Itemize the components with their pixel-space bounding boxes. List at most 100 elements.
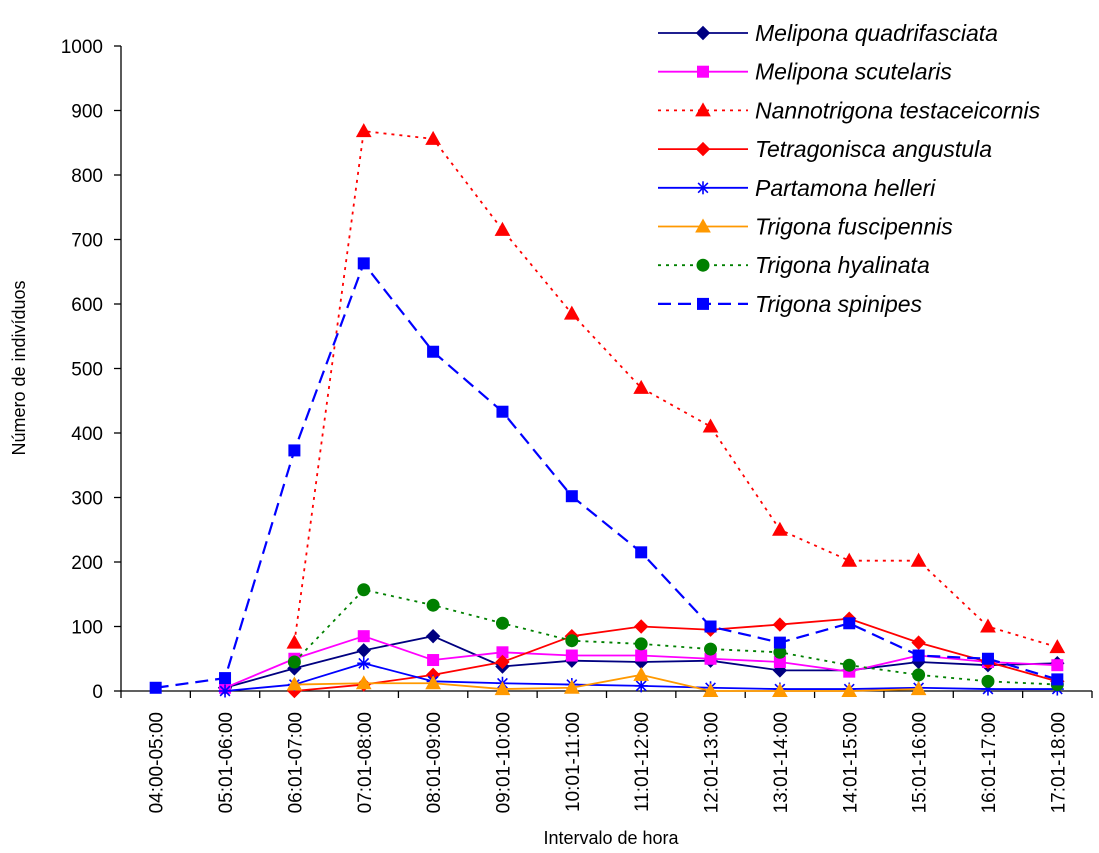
legend-item-trigona-spinipes: Trigona spinipes: [658, 291, 923, 317]
data-point: [635, 649, 648, 662]
data-point: [911, 635, 926, 650]
data-point: [910, 681, 927, 696]
legend-label: Nannotrigona testaceicornis: [755, 97, 1041, 123]
legend-marker: [695, 141, 711, 157]
legend-marker: [695, 218, 711, 233]
y-tick-label: 300: [71, 489, 103, 510]
y-tick-label: 100: [71, 618, 103, 639]
x-tick-label: 11:01-12:00: [632, 712, 653, 812]
legend-label: Melipona quadrifasciata: [755, 20, 998, 46]
data-point: [357, 656, 371, 670]
series-line: [294, 617, 1058, 692]
data-point: [425, 628, 441, 644]
series-nannotrigona-testaceicornis: [286, 123, 1066, 654]
data-point: [287, 655, 301, 669]
data-point: [355, 675, 372, 690]
data-point: [633, 619, 649, 634]
x-tick-label: 09:01-10:00: [493, 712, 514, 813]
data-point: [494, 681, 511, 696]
x-tick-label: 12:01-13:00: [702, 712, 723, 813]
plot-area: 0 100 200 300 400 500 600 700 800 900 1000 04:00-05…: [61, 37, 1093, 813]
legend-marker: [695, 102, 711, 117]
y-tick-label: 600: [71, 295, 103, 316]
x-tick-label: 05:01-06:00: [216, 712, 237, 813]
data-point: [288, 444, 301, 457]
data-point: [1049, 639, 1066, 654]
x-tick-label: 08:01-09:00: [424, 712, 445, 813]
asterisk-stroke: [358, 657, 370, 669]
data-point: [565, 490, 578, 503]
data-point: [910, 552, 927, 567]
series-line: [294, 673, 919, 692]
data-point: [425, 130, 441, 145]
legend-marker: [697, 297, 709, 310]
series-trigona-fuscipennis: [286, 666, 927, 697]
data-point: [772, 617, 788, 632]
data-point: [981, 674, 995, 688]
data-point: [702, 682, 719, 697]
data-point: [841, 552, 858, 567]
legend-marker: [697, 65, 709, 78]
y-tick-label: 500: [71, 360, 103, 381]
data-point: [635, 546, 648, 559]
x-tick-label: 06:01-07:00: [285, 712, 306, 813]
data-point: [565, 634, 579, 648]
data-point: [702, 418, 719, 433]
y-axis-title: Número de indivíduos: [9, 280, 29, 455]
data-point: [427, 345, 440, 358]
data-point: [495, 616, 509, 630]
data-point: [842, 658, 856, 672]
x-axis-title: Intervalo de hora: [543, 828, 679, 848]
data-point: [286, 676, 303, 691]
y-tick-label: 400: [71, 424, 103, 445]
data-point: [912, 649, 925, 662]
data-point: [980, 618, 996, 633]
data-point: [496, 405, 509, 418]
data-point: [563, 679, 580, 694]
legend-marker: [696, 181, 710, 195]
x-tick-label: 07:01-08:00: [355, 712, 376, 813]
legend-marker: [696, 258, 710, 272]
legend-item-tetragonisca-angustula: Tetragonisca angustula: [658, 136, 992, 162]
data-point: [772, 682, 788, 697]
data-point: [495, 654, 510, 670]
y-tick-label: 900: [71, 102, 103, 123]
series-trigona-hyalinata: [287, 583, 1064, 692]
series-line: [293, 588, 1058, 686]
data-point: [634, 637, 648, 651]
data-point: [841, 682, 858, 697]
data-point: [286, 634, 303, 649]
data-point: [218, 684, 232, 698]
x-tick-label: 13:01-14:00: [771, 712, 792, 813]
data-point: [357, 583, 371, 597]
legend-item-trigona-fuscipennis: Trigona fuscipennis: [658, 214, 953, 240]
data-point: [219, 672, 232, 685]
y-tick-label: 0: [92, 682, 103, 703]
x-tick-label: 17:01-18:00: [1048, 712, 1069, 813]
x-tick-label: 04:00-05:00: [147, 712, 168, 813]
x-tick-label: 16:01-17:00: [979, 712, 1000, 813]
legend-label: Melipona scutelaris: [755, 59, 952, 85]
legend-item-partamona-helleri: Partamona helleri: [658, 175, 936, 201]
legend-label: Partamona helleri: [755, 175, 936, 201]
legend-marker: [695, 25, 711, 41]
legend-label: Tetragonisca angustula: [755, 136, 992, 162]
legend-item-nannotrigona-testaceicornis: Nannotrigona testaceicornis: [658, 97, 1041, 123]
series-tetragonisca-angustula: [287, 611, 1065, 699]
data-point: [704, 642, 718, 656]
data-point: [356, 643, 371, 658]
y-tick-label: 1000: [61, 37, 103, 58]
legend-label: Trigona hyalinata: [755, 252, 930, 278]
x-tick-label: 15:01-16:00: [910, 712, 931, 813]
legend-label: Trigona spinipes: [755, 291, 923, 317]
series-line: [155, 262, 1058, 689]
data-point: [425, 675, 441, 690]
data-point: [563, 305, 580, 320]
series-line: [293, 130, 1058, 649]
data-point: [633, 666, 650, 681]
legend-item-melipona-scutelaris: Melipona scutelaris: [658, 59, 952, 85]
data-point: [1051, 673, 1064, 686]
data-point: [843, 617, 856, 630]
y-tick-label: 800: [71, 166, 103, 187]
legend-item-melipona-quadrifasciata: Melipona quadrifasciata: [658, 20, 998, 46]
